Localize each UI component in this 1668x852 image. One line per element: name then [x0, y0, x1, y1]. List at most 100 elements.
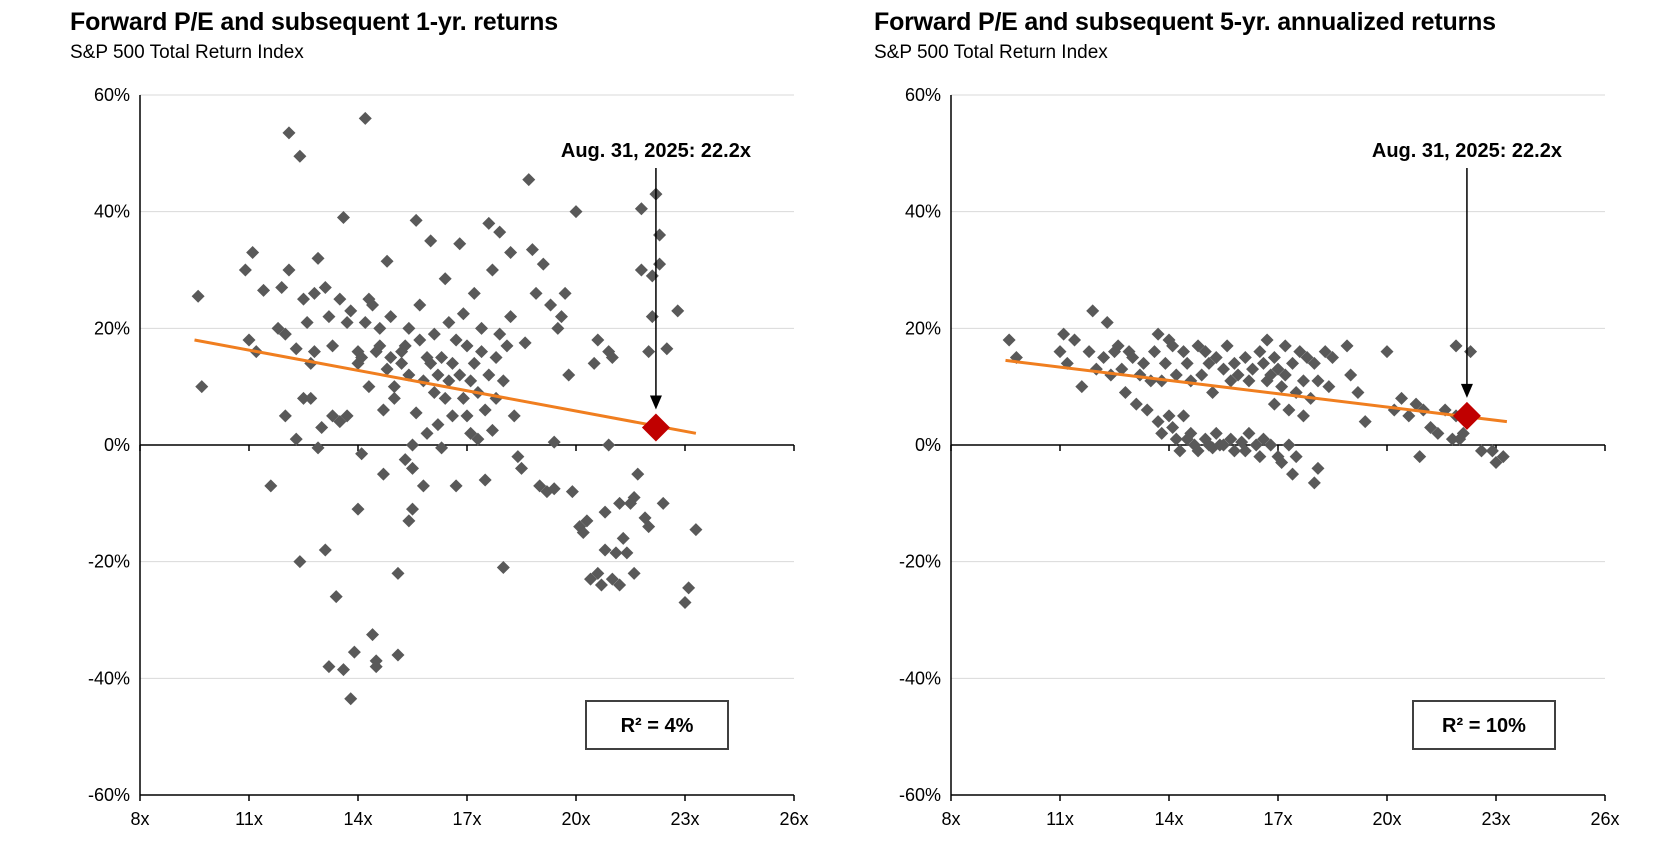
scatter-point — [660, 342, 674, 356]
scatter-point — [438, 391, 452, 405]
scatter-point — [275, 281, 289, 294]
scatter-point — [1278, 368, 1292, 382]
scatter-point — [449, 479, 463, 493]
scatter-point — [605, 351, 619, 364]
x-tick-label: 17x — [452, 809, 481, 829]
scatter-point — [427, 327, 441, 341]
scatter-point — [456, 391, 470, 405]
scatter-point — [584, 572, 598, 586]
scatter-point — [471, 432, 485, 446]
scatter-point — [257, 283, 271, 297]
scatter-point — [631, 467, 645, 481]
y-tick-label: 20% — [905, 318, 941, 338]
chart-title: Forward P/E and subsequent 1-yr. returns — [70, 8, 558, 36]
scatter-point — [547, 435, 561, 449]
scatter-point — [369, 660, 383, 674]
scatter-point — [191, 289, 205, 303]
scatter-point — [645, 310, 659, 324]
scatter-point — [507, 409, 521, 423]
scatter-point — [580, 514, 594, 528]
scatter-point — [1387, 403, 1401, 417]
scatter-point — [1177, 409, 1191, 423]
x-tick-label: 14x — [343, 809, 372, 829]
scatter-point — [594, 578, 608, 592]
scatter-point — [1227, 356, 1241, 370]
scatter-point — [1086, 304, 1100, 318]
scatter-point — [1151, 415, 1165, 429]
scatter-point — [689, 523, 703, 537]
scatter-point — [1286, 356, 1300, 370]
scatter-point — [1057, 327, 1071, 341]
y-tick-label: 40% — [905, 202, 941, 222]
scatter-point — [620, 546, 634, 560]
scatter-point — [1220, 339, 1234, 353]
scatter-point — [402, 321, 416, 335]
scatter-point — [460, 409, 474, 423]
scatter-point — [445, 356, 459, 370]
scatter-point — [645, 269, 659, 283]
scatter-point — [431, 368, 445, 382]
scatter-point — [1264, 438, 1278, 452]
r-squared-label: R² = 4% — [621, 715, 694, 737]
scatter-point — [504, 310, 518, 324]
scatter-point — [475, 345, 489, 359]
scatter-point — [1249, 438, 1263, 452]
chart-panel-1yr: 60% 40% 20% 0% -20% -40% -60% 8x 11x 14x 17x 20x 23x… — [70, 8, 809, 829]
scatter-point — [336, 663, 350, 677]
scatter-point — [1184, 374, 1198, 388]
scatter-point — [1307, 476, 1321, 490]
scatter-point — [475, 321, 489, 335]
scatter-point — [489, 351, 503, 364]
r-squared-box — [1412, 700, 1556, 750]
scatter-point — [598, 505, 612, 519]
scatter-point — [1326, 351, 1339, 364]
scatter-point — [493, 225, 507, 239]
scatter-point — [322, 310, 336, 324]
scatter-point — [1180, 356, 1194, 370]
trend-line — [194, 338, 697, 435]
scatter-point — [496, 561, 510, 574]
scatter-point — [522, 173, 536, 187]
chart-panel-5yr: 60% 40% 20% 0% -20% -40% -60% 8x 11x 14x 17x 20x 23x… — [834, 0, 1668, 852]
scatter-point — [449, 333, 463, 347]
scatter-point — [551, 321, 565, 335]
scatter-point — [591, 566, 605, 580]
trend-line — [1005, 358, 1508, 424]
scatter-point — [562, 368, 576, 382]
x-tick-label: 14x — [1154, 809, 1183, 829]
scatter-point — [1140, 403, 1154, 417]
scatter-point — [525, 243, 539, 257]
scatter-point — [554, 310, 568, 324]
scatter-point — [326, 339, 340, 353]
scatter-point — [1453, 432, 1467, 446]
scatter-point — [456, 307, 470, 321]
scatter-point — [558, 286, 572, 300]
chart-title: Forward P/E and subsequent 5-yr. annuali… — [874, 8, 1496, 36]
scatter-point — [515, 461, 528, 475]
y-tick-label: -60% — [899, 785, 941, 805]
scatter-point — [1256, 432, 1270, 446]
scatter-point — [278, 327, 292, 341]
scatter-point — [634, 263, 648, 277]
scatter-point — [1395, 391, 1409, 405]
scatter-point — [478, 473, 492, 487]
scatter-point — [1242, 426, 1256, 440]
scatter-point — [293, 555, 307, 569]
scatter-point — [627, 491, 641, 504]
scatter-point — [409, 406, 423, 420]
scatter-point — [1173, 444, 1187, 458]
scatter-point — [1137, 356, 1151, 370]
scatter-point — [1075, 380, 1089, 394]
scatter-chart-1yr: 60% 40% 20% 0% -20% -40% -60%8x 11x 14x 17x 20x 23x… — [88, 85, 809, 829]
scatter-point — [376, 467, 390, 481]
y-tick-label: -60% — [88, 785, 130, 805]
scatter-point — [1198, 345, 1212, 359]
scatter-point — [453, 237, 467, 251]
scatter-point — [1485, 444, 1499, 458]
scatter-point — [565, 485, 579, 499]
scatter-point — [1147, 345, 1161, 359]
scatter-point — [366, 628, 380, 642]
scatter-point — [322, 660, 336, 674]
scatter-point — [1209, 426, 1223, 440]
scatter-point — [1155, 426, 1169, 440]
